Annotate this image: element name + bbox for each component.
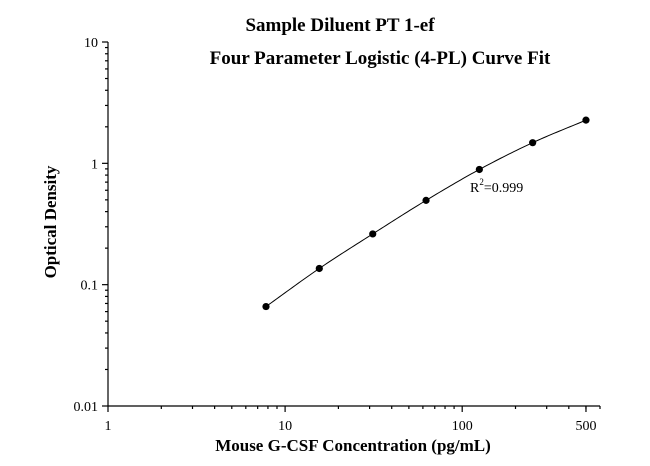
data-points	[262, 116, 590, 311]
y-tick-label: 1	[91, 157, 98, 172]
chart-title: Sample Diluent PT 1-ef	[245, 15, 435, 36]
y-tick-label: 10	[84, 36, 98, 51]
chart-subtitle: Four Parameter Logistic (4-PL) Curve Fit	[210, 48, 551, 69]
data-point	[582, 116, 590, 124]
data-point	[262, 302, 270, 311]
x-axis-label: Mouse G-CSF Concentration (pg/mL)	[215, 436, 491, 455]
tick-label-group: 1 10 100 500 0.01 0.1 1 10	[74, 36, 597, 434]
x-tick-label: 100	[452, 419, 473, 434]
x-tick-label: 500	[575, 419, 596, 434]
fit-curve-layer	[265, 119, 587, 307]
data-point	[422, 196, 430, 204]
r-squared-exponent: 2	[479, 177, 484, 187]
tick-group	[102, 41, 601, 412]
y-axis-label: Optical Density	[41, 165, 60, 278]
data-point	[369, 230, 377, 238]
y-tick-label: 0.01	[74, 400, 99, 415]
data-point	[315, 264, 323, 273]
x-tick-label: 10	[278, 419, 292, 434]
r-squared-label: R	[470, 181, 480, 196]
r-squared-value: =0.999	[484, 181, 523, 196]
data-point	[529, 139, 537, 147]
data-point	[475, 165, 483, 174]
axes	[107, 42, 600, 407]
r-squared-annotation: R2=0.999	[470, 177, 523, 196]
x-tick-label: 1	[105, 419, 112, 434]
fit-curve	[265, 119, 587, 307]
y-tick-label: 0.1	[81, 279, 99, 294]
